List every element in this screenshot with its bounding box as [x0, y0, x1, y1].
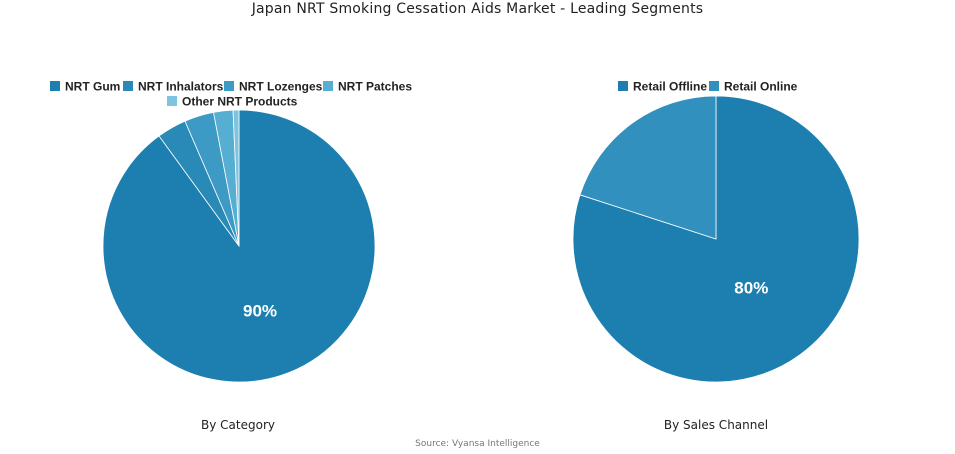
legend-swatch [618, 81, 628, 91]
legend-label: NRT Patches [338, 80, 412, 94]
sales-channel-chart-title: By Sales Channel [663, 418, 769, 432]
legend-swatch [709, 81, 719, 91]
legend-item-other-nrt-products: Other NRT Products [167, 95, 298, 109]
data-label-retail-offline: 80% [734, 279, 768, 298]
legend-swatch [224, 81, 234, 91]
legend-label: Retail Offline [633, 80, 707, 94]
legend-item-retail-offline: Retail Offline [618, 80, 707, 94]
legend-swatch [123, 81, 133, 91]
legend-swatch [50, 81, 60, 91]
legend-item-nrt-patches: NRT Patches [323, 80, 412, 94]
pie-slice-other-nrt-products [232, 109, 240, 247]
legend-label: Retail Online [724, 80, 798, 94]
legend-label: NRT Gum [65, 80, 120, 94]
data-label-nrt-gum: 90% [243, 302, 277, 321]
pie-slice-retail-online [579, 95, 717, 240]
legend-swatch [323, 81, 333, 91]
legend-swatch [167, 96, 177, 106]
legend-item-nrt-lozenges: NRT Lozenges [224, 80, 323, 94]
source-note: Source: Vyansa Intelligence [415, 439, 540, 449]
legend-label: Other NRT Products [182, 95, 298, 109]
legend-label: NRT Lozenges [239, 80, 323, 94]
pie-chart-by-sales-channel: 80% Retail Offline Retail Online [572, 80, 860, 383]
category-chart-title: By Category [201, 418, 275, 432]
pie-chart-by-category: 90% NRT Gum NRT Inhalators NRT Lozenges NRT … [50, 80, 412, 383]
legend-label: NRT Inhalators [138, 80, 224, 94]
legend-item-retail-online: Retail Online [709, 80, 798, 94]
chart-title: Japan NRT Smoking Cessation Aids Market … [251, 1, 704, 17]
legend-item-nrt-inhalators: NRT Inhalators [123, 80, 224, 94]
legend-item-nrt-gum: NRT Gum [50, 80, 120, 94]
